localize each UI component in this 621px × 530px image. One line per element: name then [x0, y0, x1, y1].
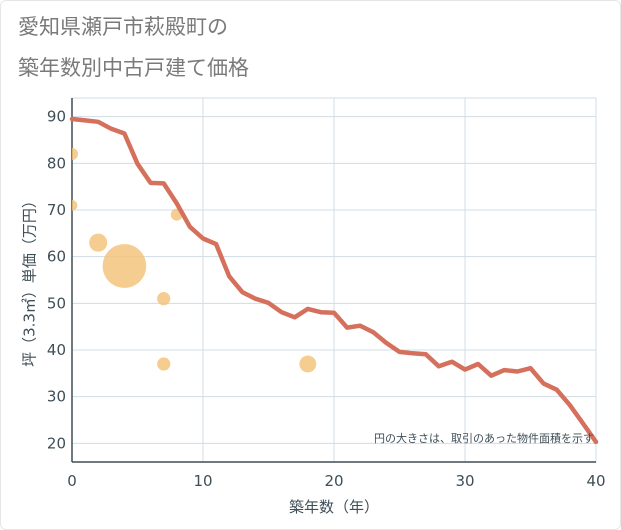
y-axis-title: 坪（3.3㎡）単価（万円）	[21, 193, 39, 367]
y-tick-label: 90	[47, 108, 66, 126]
x-tick-labels: 0 10 20 30 40	[67, 472, 605, 490]
y-tick-label: 50	[47, 294, 66, 312]
bubble-point	[102, 244, 147, 288]
x-tick-label: 20	[324, 472, 343, 490]
price-trend-line	[69, 116, 599, 445]
bubble-point	[72, 148, 78, 160]
x-axis-title: 築年数（年）	[289, 498, 379, 516]
y-tick-label: 60	[47, 248, 66, 266]
bubble-point	[157, 357, 171, 371]
bubble-point	[157, 292, 171, 306]
y-tick-label: 70	[47, 201, 66, 219]
grid-lines	[71, 98, 597, 463]
bubble-point	[72, 199, 78, 211]
y-tick-label: 40	[47, 341, 66, 359]
bubble-point	[89, 233, 108, 252]
chart-title-line-1: 愛知県瀬戸市萩殿町の	[18, 15, 228, 39]
x-tick-label: 10	[193, 472, 212, 490]
y-tick-labels: 20 30 40 50 60 70 80 90	[47, 108, 66, 453]
x-tick-label: 30	[455, 472, 474, 490]
x-tick-label: 40	[586, 472, 605, 490]
bubble-size-note: 円の大きさは、取引のあった物件面積を示す	[374, 431, 594, 445]
y-tick-label: 80	[47, 154, 66, 172]
y-tick-label: 20	[47, 434, 66, 452]
bubble-point	[299, 355, 317, 373]
y-tick-label: 30	[47, 388, 66, 406]
x-tick-label: 0	[67, 472, 77, 490]
chart-title-line-2: 築年数別中古戸建て価格	[18, 56, 249, 80]
